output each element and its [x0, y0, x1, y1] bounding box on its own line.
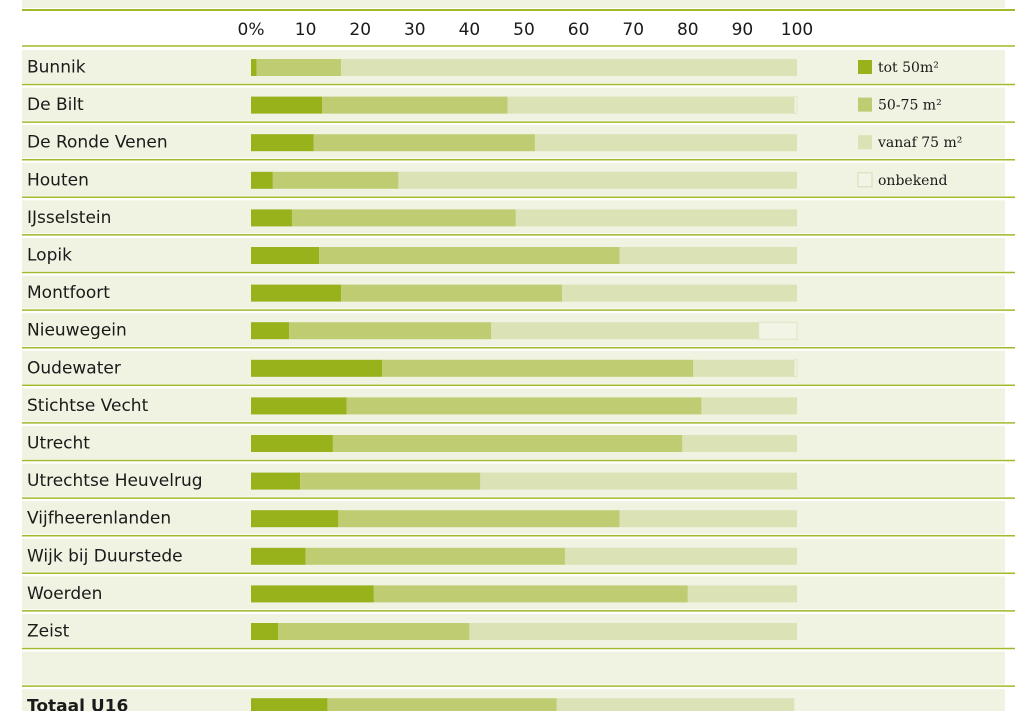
bar-segment	[341, 284, 563, 302]
x-axis-ticks: 0% 10 20 30 40 50 60 70 80 90 100	[238, 20, 814, 40]
bar-segment	[619, 247, 797, 264]
category-label: Nieuwegein	[27, 321, 127, 341]
bar-segment	[251, 247, 320, 264]
bar-segment	[346, 397, 702, 415]
bar-segment	[251, 585, 374, 603]
bar-segment	[341, 59, 797, 76]
total-bar-segment	[556, 698, 795, 711]
bar-segment	[562, 284, 797, 302]
bar-segment	[251, 134, 314, 152]
bar-segment	[251, 209, 292, 227]
bar-segment	[251, 359, 383, 377]
category-label: De Ronde Venen	[27, 133, 168, 153]
bar-segment	[251, 171, 273, 189]
bar-segment	[251, 435, 333, 452]
category-label: Utrechtse Heuvelrug	[27, 471, 203, 491]
category-label: Houten	[27, 170, 89, 190]
bar-segment	[305, 547, 565, 565]
bar-segment	[701, 397, 797, 415]
bar-segment	[278, 623, 470, 640]
legend-swatch	[858, 135, 872, 150]
x-tick-label: 60	[568, 20, 590, 40]
x-tick-label: 80	[677, 20, 699, 40]
bar-segment	[251, 59, 257, 76]
bar-segment	[321, 96, 508, 114]
x-tick-label: 50	[513, 20, 535, 40]
x-tick-label: 40	[459, 20, 481, 40]
x-tick-label: 100	[781, 20, 813, 40]
bar-segment	[564, 547, 797, 565]
bar-segment	[491, 322, 759, 340]
bar-segment	[300, 472, 481, 490]
bar-segment	[313, 134, 535, 152]
bar-segment	[251, 284, 342, 302]
category-label: Stichtse Vecht	[27, 396, 149, 416]
bar-segment	[469, 623, 797, 640]
category-label: Woerden	[27, 584, 102, 604]
bar-segment	[251, 397, 347, 415]
bar-segment	[507, 96, 795, 114]
bar-segment	[687, 585, 797, 603]
category-label: De Bilt	[27, 95, 84, 115]
bar-segment	[382, 359, 694, 377]
category-label: Wijk bij Duurstede	[27, 546, 183, 566]
legend-label: vanaf 75 m²	[877, 135, 962, 151]
bar-segment	[251, 547, 306, 565]
bar-segment	[373, 585, 688, 603]
x-tick-label: 0%	[238, 20, 265, 40]
bar-segment	[319, 247, 620, 264]
bar-segment	[338, 510, 620, 528]
category-label: Zeist	[27, 622, 70, 642]
total-bar-segment	[251, 698, 328, 711]
bar-segment	[291, 209, 516, 227]
bar-segment	[480, 472, 797, 490]
tick-row-band	[22, 12, 1005, 45]
bar-segment	[251, 96, 322, 114]
bar-segment	[289, 322, 492, 340]
legend-swatch	[857, 172, 873, 188]
category-label: Montfoort	[27, 283, 110, 303]
bar-segment	[515, 209, 797, 227]
top-band	[22, 0, 1005, 8]
category-label: Utrecht	[27, 434, 90, 454]
category-label: Vijfheerenlanden	[27, 509, 171, 529]
x-tick-label: 10	[295, 20, 317, 40]
bars	[251, 59, 798, 711]
bar-segment	[758, 321, 798, 340]
bar-segment	[793, 359, 798, 378]
x-tick-label: 70	[622, 20, 644, 40]
bar-segment	[332, 435, 683, 452]
bar-segment	[682, 435, 797, 452]
x-tick-label: 30	[404, 20, 426, 40]
category-labels: Bunnik De Bilt De Ronde Venen Houten IJssels…	[27, 58, 203, 711]
bar-segment	[256, 59, 342, 76]
bar-segment	[251, 322, 290, 340]
bar-segment	[251, 472, 301, 490]
category-label: IJsselstein	[27, 208, 111, 228]
legend-label: onbekend	[878, 173, 947, 189]
bar-segment	[793, 96, 798, 115]
category-label: Bunnik	[27, 58, 86, 78]
bar-segment	[272, 171, 399, 189]
bar-segment	[693, 359, 795, 377]
total-bar-segment	[327, 698, 557, 711]
legend-label: tot 50m²	[878, 60, 939, 76]
legend-label: 50-75 m²	[878, 98, 942, 114]
bar-segment	[251, 623, 279, 640]
x-tick-label: 90	[732, 20, 754, 40]
bar-segment	[398, 171, 797, 189]
legend: tot 50m² 50-75 m² vanaf 75 m² onbekend	[857, 60, 962, 189]
total-label: Totaal U16	[27, 697, 128, 711]
bar-segment	[534, 134, 797, 152]
legend-swatch	[858, 60, 872, 74]
category-label: Lopik	[27, 246, 72, 266]
category-label: Oudewater	[27, 358, 121, 378]
bar-segment	[619, 510, 797, 528]
bar-segment	[251, 510, 339, 528]
legend-swatch	[858, 97, 872, 112]
x-tick-label: 20	[349, 20, 371, 40]
row-band	[22, 651, 1005, 685]
